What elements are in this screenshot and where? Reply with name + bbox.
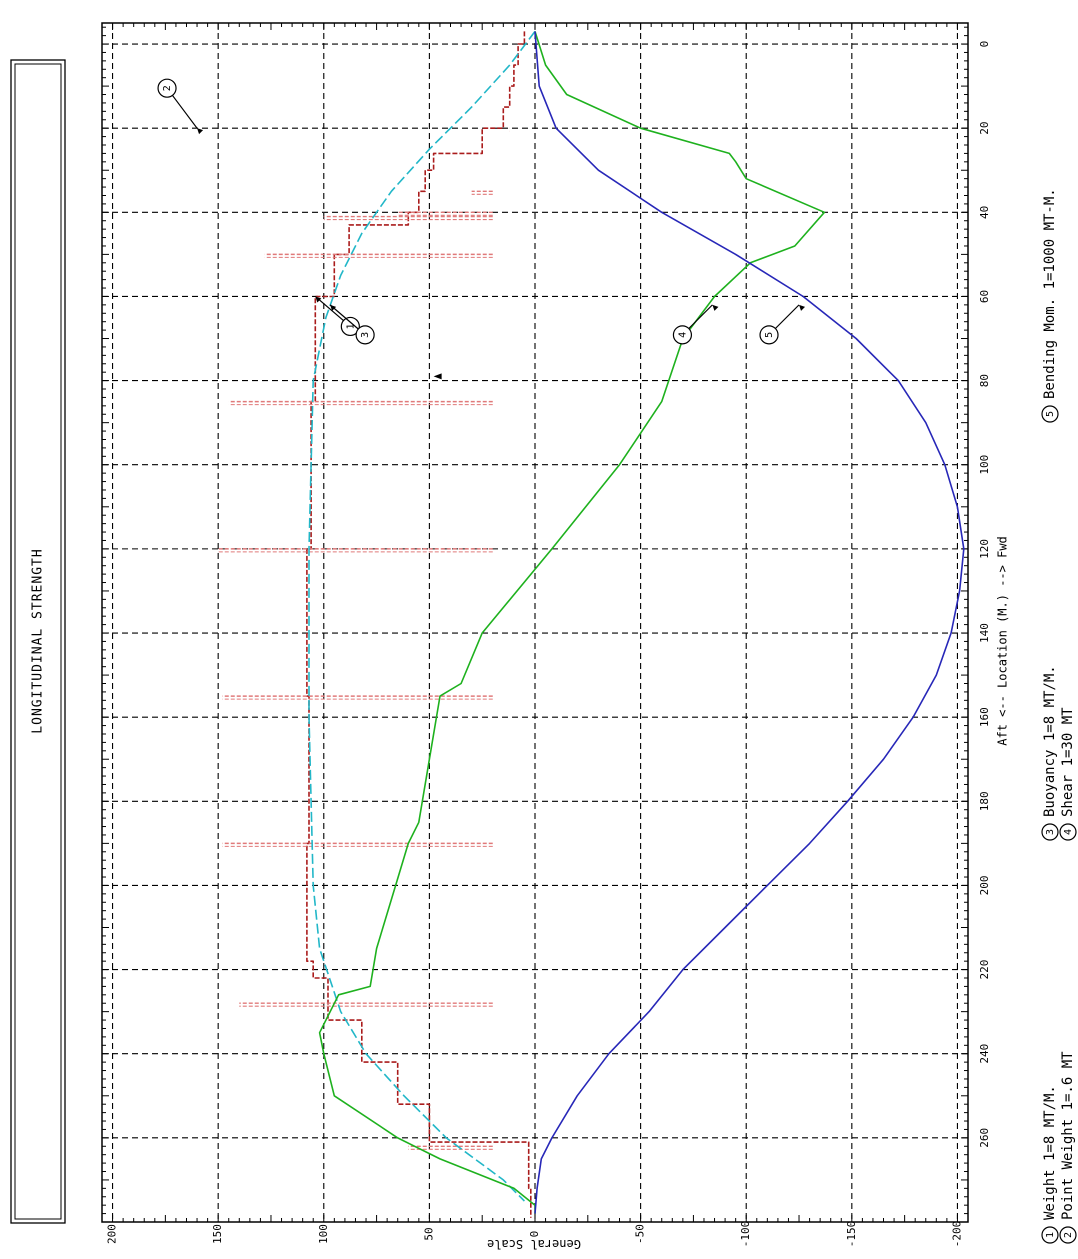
x-tick-labels: 0 20 40 60 80 100 120 140 160 180 200 220 240 260 [978, 41, 991, 1148]
legend-number-1: 1 [1045, 1232, 1056, 1238]
callout-arrow-1 [315, 296, 322, 303]
x-tick-label-180: 180 [978, 791, 991, 811]
series-1-line [306, 31, 532, 1218]
legend-item-point-weight: 2 Point Weight 1=.6 MT [1059, 1051, 1077, 1244]
y-tick-label--100: -100 [739, 1221, 752, 1248]
legend-item-shear: 4 Shear 1=30 MT [1059, 707, 1077, 841]
y-tick-label-200: 200 [106, 1224, 119, 1244]
callout-arrow-3 [330, 304, 337, 311]
y-tick-label-0: 0 [528, 1231, 541, 1238]
legend-item-bending-moment: 5 Bending Mom. 1=1000 MT-M. [1041, 188, 1059, 423]
x-tick-label-0: 0 [978, 41, 991, 48]
title-box: LONGITUDINAL STRENGTH [10, 59, 66, 1224]
legend-label-buoyancy: Buoyancy 1=8 MT/M. [1042, 665, 1058, 817]
y-tick-label--150: -150 [845, 1221, 858, 1248]
y-tick-label-50: 50 [422, 1227, 435, 1240]
legend-label-weight: Weight 1=8 MT/M. [1042, 1085, 1058, 1220]
callout-number-2: 2 [162, 85, 173, 91]
series-3-line [308, 30, 536, 1202]
y-axis-label: General Scale [487, 1237, 581, 1251]
legend-label-point-weight: Point Weight 1=.6 MT [1060, 1051, 1076, 1220]
legend-item-weight: 1 Weight 1=8 MT/M. [1041, 1085, 1059, 1244]
callout-circle-1 [340, 316, 360, 337]
x-tick-label-200: 200 [978, 876, 991, 896]
plot-frame [101, 22, 969, 1223]
legend-number-3: 3 [1045, 829, 1056, 835]
x-tick-label-160: 160 [978, 707, 991, 727]
callout-circle-5 [759, 325, 779, 345]
legend-number-5: 5 [1045, 411, 1056, 417]
legend-number-2: 2 [1063, 1232, 1074, 1238]
callout-circle-2 [157, 78, 177, 98]
series-5-line [534, 31, 965, 1214]
series-4-line [318, 31, 826, 1214]
chart-title: LONGITUDINAL STRENGTH [31, 548, 46, 733]
grid [102, 23, 968, 1222]
legend-item-buoyancy: 3 Buoyancy 1=8 MT/M. [1041, 665, 1059, 841]
callout-arrow-4 [712, 304, 719, 311]
y-tick-label--200: -200 [950, 1221, 963, 1248]
callout-number-5: 5 [764, 332, 775, 338]
y-tick-label--50: -50 [634, 1224, 647, 1244]
x-tick-label-260: 260 [978, 1128, 991, 1148]
legend: 1 Weight 1=8 MT/M. 2 Point Weight 1=.6 M… [1041, 188, 1077, 1244]
series-markers: 1 2 3 4 5 [157, 78, 806, 380]
x-tick-label-20: 20 [978, 122, 991, 135]
legend-label-shear: Shear 1=30 MT [1060, 707, 1076, 817]
y-tick-label-150: 150 [211, 1224, 224, 1244]
legend-number-4: 4 [1063, 829, 1074, 835]
x-tick-label-60: 60 [978, 290, 991, 303]
x-tick-label-240: 240 [978, 1044, 991, 1064]
x-tick-label-120: 120 [978, 539, 991, 559]
y-tick-labels: 200 150 100 50 0 -50 -100 -150 -200 [106, 1221, 964, 1248]
x-tick-label-220: 220 [978, 960, 991, 980]
x-tick-label-40: 40 [978, 206, 991, 219]
series-layer [218, 30, 965, 1218]
y-tick-label-100: 100 [317, 1224, 330, 1244]
callout-arrow-5 [799, 304, 806, 311]
callout-number-1: 1 [345, 323, 356, 329]
reference-marker [433, 373, 442, 380]
callout-number-4: 4 [677, 332, 688, 338]
x-tick-label-80: 80 [978, 374, 991, 387]
legend-label-bending-moment: Bending Mom. 1=1000 MT-M. [1042, 188, 1058, 399]
x-tick-label-100: 100 [978, 455, 991, 475]
callout-arrow-2 [197, 128, 204, 135]
x-tick-label-140: 140 [978, 623, 991, 643]
callout-circle-4 [672, 325, 693, 345]
callout-number-3: 3 [360, 332, 371, 338]
callout-circle-3 [355, 325, 375, 345]
x-axis-label: Aft <-- Location (M.) --> Fwd [996, 536, 1010, 746]
